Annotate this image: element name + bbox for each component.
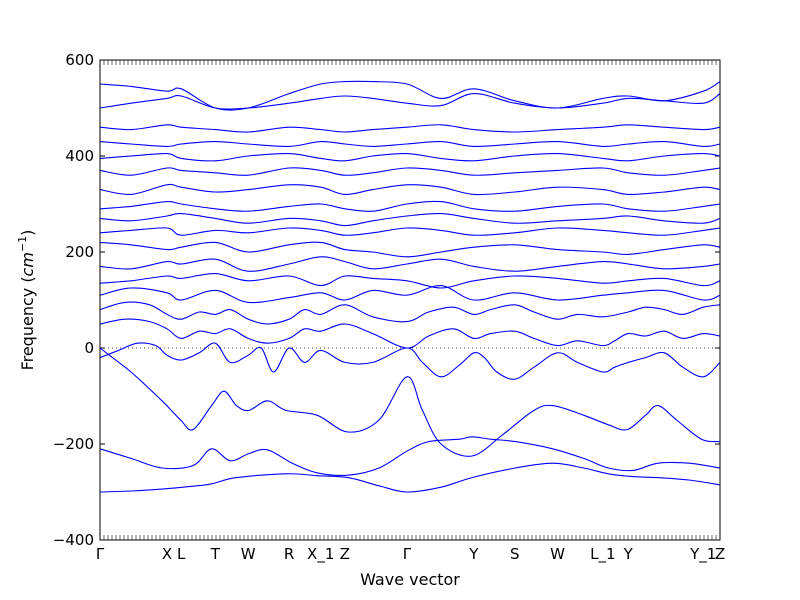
- band-line-20: [99, 93, 721, 110]
- band-line-6: [99, 301, 721, 325]
- x-tick-label: Γ: [96, 545, 105, 563]
- band-line-17: [99, 141, 721, 147]
- x-tick-label: L_1: [590, 545, 615, 564]
- y-axis-label: Frequency (cm−1): [16, 230, 37, 371]
- band-line-15: [99, 167, 721, 176]
- y-tick-label: 400: [65, 147, 94, 165]
- band-line-10: [99, 241, 721, 258]
- band-line-19: [99, 80, 721, 111]
- y-axis-label-exponent: −1: [16, 236, 29, 252]
- band-line-5: [99, 318, 721, 349]
- ticks-layer: [99, 59, 721, 541]
- x-tick-label: Z: [715, 545, 725, 563]
- band-line-1: [99, 462, 721, 493]
- x-tick-label: R: [284, 545, 294, 563]
- y-tick-label: −400: [53, 531, 94, 549]
- x-tick-label: W: [241, 545, 256, 563]
- x-tick-label: T: [210, 545, 221, 563]
- y-axis-label-unit: cm: [18, 252, 37, 276]
- band-line-4: [99, 342, 721, 380]
- band-line-12: [99, 212, 721, 227]
- plot-frame: [99, 59, 721, 541]
- band-line-8: [99, 273, 721, 289]
- x-tick-label: L: [177, 545, 186, 563]
- band-line-18: [99, 124, 721, 133]
- x-tick-label: Z: [340, 545, 350, 563]
- series-layer: [99, 80, 721, 493]
- band-line-14: [99, 183, 721, 196]
- band-line-16: [99, 152, 721, 162]
- x-tick-label: S: [510, 545, 520, 563]
- y-tick-label: 200: [65, 243, 94, 261]
- band-line-3: [99, 347, 721, 457]
- y-axis-label-prefix: Frequency (: [18, 276, 37, 370]
- x-tick-label: Γ: [403, 545, 412, 563]
- x-tick-label: X_1: [307, 545, 334, 564]
- band-line-9: [99, 256, 721, 272]
- x-tick-label: Y: [468, 545, 479, 563]
- x-tick-label: Y_1: [689, 545, 716, 564]
- band-line-2: [99, 436, 721, 476]
- x-tick-label: W: [550, 545, 565, 563]
- y-axis-label-suffix: ): [18, 230, 37, 236]
- y-tick-label: 0: [84, 339, 94, 357]
- y-tick-label: −200: [53, 435, 94, 453]
- x-tick-label: X: [162, 545, 172, 563]
- band-line-13: [99, 200, 721, 212]
- band-line-11: [99, 227, 721, 236]
- x-tick-label: Y: [623, 545, 634, 563]
- y-tick-label: 600: [65, 51, 94, 69]
- band-line-7: [99, 285, 721, 304]
- x-axis-label: Wave vector: [360, 570, 460, 589]
